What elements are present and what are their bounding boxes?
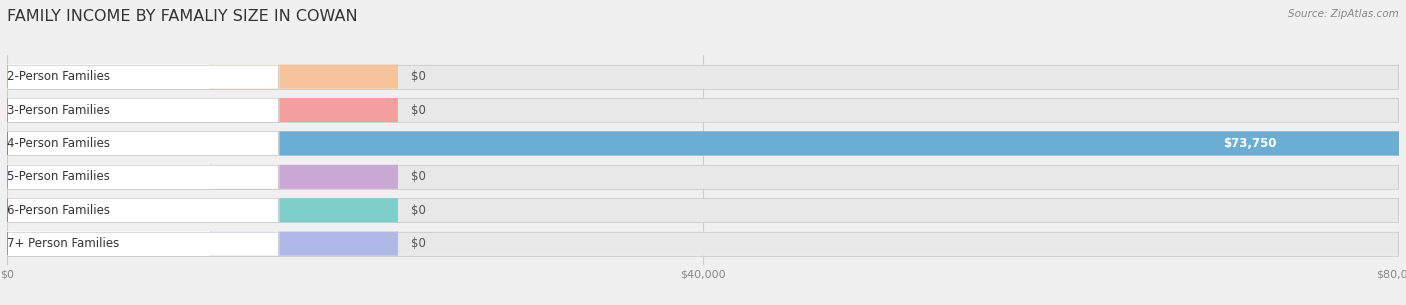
FancyBboxPatch shape <box>7 65 278 89</box>
FancyBboxPatch shape <box>7 165 278 189</box>
FancyBboxPatch shape <box>7 131 278 156</box>
FancyBboxPatch shape <box>7 231 1399 256</box>
FancyBboxPatch shape <box>7 65 1399 89</box>
Text: $0: $0 <box>411 103 426 117</box>
Text: $73,750: $73,750 <box>1223 137 1277 150</box>
Text: 7+ Person Families: 7+ Person Families <box>7 237 120 250</box>
FancyBboxPatch shape <box>7 131 278 156</box>
FancyBboxPatch shape <box>7 198 278 222</box>
FancyBboxPatch shape <box>7 98 1399 122</box>
Text: $0: $0 <box>411 204 426 217</box>
Text: 4-Person Families: 4-Person Families <box>7 137 110 150</box>
Text: $0: $0 <box>411 70 426 83</box>
FancyBboxPatch shape <box>7 165 1399 189</box>
FancyBboxPatch shape <box>7 65 278 89</box>
Text: FAMILY INCOME BY FAMALIY SIZE IN COWAN: FAMILY INCOME BY FAMALIY SIZE IN COWAN <box>7 9 357 24</box>
FancyBboxPatch shape <box>7 231 278 256</box>
FancyBboxPatch shape <box>7 98 278 122</box>
Text: $0: $0 <box>411 170 426 183</box>
FancyBboxPatch shape <box>211 98 396 122</box>
FancyBboxPatch shape <box>211 231 396 256</box>
FancyBboxPatch shape <box>7 131 1406 156</box>
FancyBboxPatch shape <box>7 98 278 122</box>
FancyBboxPatch shape <box>7 131 1399 156</box>
Text: 6-Person Families: 6-Person Families <box>7 204 110 217</box>
Text: 5-Person Families: 5-Person Families <box>7 170 110 183</box>
Text: Source: ZipAtlas.com: Source: ZipAtlas.com <box>1288 9 1399 19</box>
FancyBboxPatch shape <box>211 165 396 189</box>
FancyBboxPatch shape <box>211 65 396 89</box>
FancyBboxPatch shape <box>7 231 278 256</box>
Text: $0: $0 <box>411 237 426 250</box>
Text: 3-Person Families: 3-Person Families <box>7 103 110 117</box>
FancyBboxPatch shape <box>211 198 396 222</box>
Text: 2-Person Families: 2-Person Families <box>7 70 110 83</box>
FancyBboxPatch shape <box>7 165 278 189</box>
FancyBboxPatch shape <box>7 198 1399 222</box>
FancyBboxPatch shape <box>7 198 278 222</box>
